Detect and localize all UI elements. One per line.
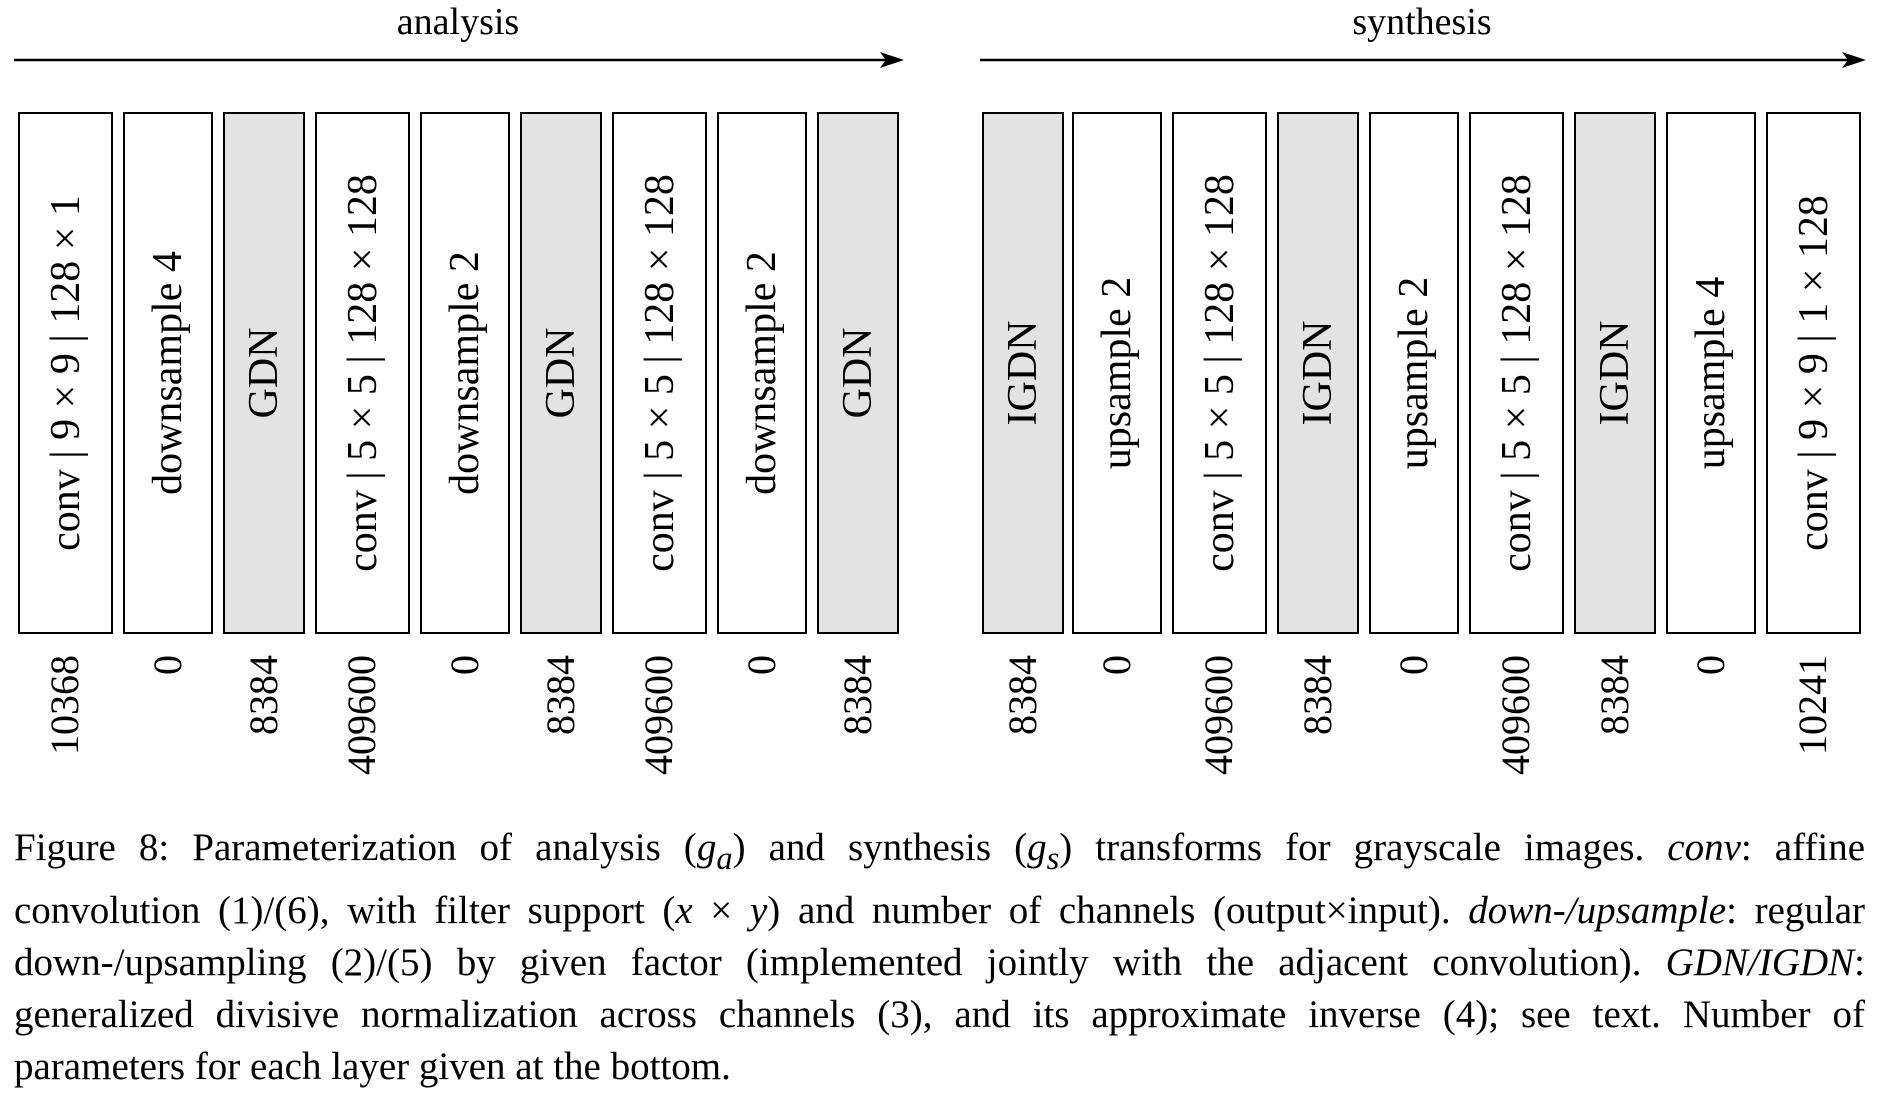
param-count: 0 — [1681, 655, 1741, 785]
param-count: 8384 — [828, 655, 888, 785]
caption-part: ) and number of channels (output×input). — [767, 888, 1451, 932]
param-count: 0 — [435, 655, 495, 785]
layer-label: IGDN — [1000, 320, 1046, 426]
synthesis-layer-box: IGDN — [1277, 112, 1359, 634]
layer-label: conv | 9 × 9 | 128 × 1 — [42, 195, 89, 551]
analysis-layer-box: GDN — [520, 112, 602, 634]
layer-label: upsample 2 — [1094, 276, 1140, 470]
param-count: 409600 — [1486, 655, 1546, 785]
param-count: 409600 — [1189, 655, 1249, 785]
param-count-text: 10368 — [42, 655, 87, 755]
param-count-text: 409600 — [636, 655, 681, 775]
layer-label: downsample 2 — [442, 251, 488, 495]
synthesis-layer-box: IGDN — [1574, 112, 1656, 634]
analysis-layer-box: GDN — [817, 112, 899, 634]
synthesis-title: synthesis — [1352, 1, 1492, 43]
param-count-text: 0 — [145, 655, 190, 675]
param-count: 8384 — [1288, 655, 1348, 785]
caption-part: : regular down-/upsampling (2)/(5) by gi… — [14, 888, 1866, 984]
param-count-text: 10241 — [1790, 655, 1835, 755]
caption-part: : generalized divisive normalization acr… — [14, 940, 1865, 1088]
param-count-text: 8384 — [835, 655, 880, 735]
param-count-text: 8384 — [1000, 655, 1045, 735]
layer-label: conv | 5 × 5 | 128 × 128 — [1493, 174, 1540, 572]
param-count: 8384 — [234, 655, 294, 785]
param-count-text: 8384 — [538, 655, 583, 735]
param-count: 0 — [1087, 655, 1147, 785]
param-count: 10368 — [35, 655, 95, 785]
caption-math-y: y — [749, 888, 768, 932]
layer-label: downsample 4 — [145, 251, 191, 495]
analysis-arrow — [14, 52, 904, 68]
param-count-text: 8384 — [1592, 655, 1637, 735]
layer-label: IGDN — [1592, 320, 1638, 426]
param-count-text: 0 — [1094, 655, 1139, 675]
layer-label: upsample 4 — [1688, 276, 1734, 470]
param-count: 409600 — [332, 655, 392, 785]
synthesis-layer-box: upsample 2 — [1369, 112, 1459, 634]
caption-part: : affine convolution (1)/(6), with filte… — [14, 826, 1866, 932]
caption-math-sub: s — [1046, 840, 1060, 877]
param-count: 8384 — [1585, 655, 1645, 785]
param-count: 8384 — [993, 655, 1053, 785]
param-count-text: 0 — [739, 655, 784, 675]
layer-label: IGDN — [1295, 320, 1341, 426]
param-count: 10241 — [1783, 655, 1843, 785]
caption-part: Figure 8: Parameterization of analysis ( — [14, 826, 697, 869]
caption-term-conv: conv — [1667, 826, 1741, 869]
analysis-layer-box: conv | 5 × 5 | 128 × 128 — [315, 112, 410, 634]
analysis-title: analysis — [396, 1, 520, 43]
layer-label: GDN — [835, 327, 881, 419]
layer-label: upsample 2 — [1391, 276, 1437, 470]
param-count: 8384 — [531, 655, 591, 785]
synthesis-arrow-head — [1842, 52, 1866, 68]
synthesis-layer-box: upsample 2 — [1072, 112, 1162, 634]
figure-caption: Figure 8: Parameterization of analysis (… — [14, 822, 1865, 1093]
synthesis-layer-box: conv | 9 × 9 | 1 × 128 — [1766, 112, 1861, 634]
layer-label: GDN — [538, 327, 584, 419]
analysis-layer-box: downsample 4 — [123, 112, 213, 634]
synthesis-layer-box: conv | 5 × 5 | 128 × 128 — [1469, 112, 1564, 634]
layer-label: conv | 5 × 5 | 128 × 128 — [1196, 174, 1243, 572]
caption-part: ) and synthesis ( — [732, 826, 1028, 869]
layer-label: downsample 2 — [739, 251, 785, 495]
synthesis-layer-box: conv | 5 × 5 | 128 × 128 — [1172, 112, 1267, 634]
param-count: 409600 — [629, 655, 689, 785]
caption-math-g: g — [1027, 826, 1047, 869]
analysis-layer-box: downsample 2 — [717, 112, 807, 634]
layer-label: conv | 5 × 5 | 128 × 128 — [339, 174, 386, 572]
param-count: 0 — [1384, 655, 1444, 785]
analysis-layer-box: conv | 9 × 9 | 128 × 1 — [18, 112, 113, 634]
layer-label: conv | 5 × 5 | 128 × 128 — [636, 174, 683, 572]
param-count-text: 8384 — [241, 655, 286, 735]
synthesis-layer-box: IGDN — [982, 112, 1064, 634]
caption-term-gdn: GDN/IGDN — [1665, 940, 1855, 984]
caption-term-updown: down-/upsample — [1468, 888, 1727, 932]
param-count-text: 409600 — [1493, 655, 1538, 775]
analysis-arrow-head — [880, 52, 904, 68]
caption-math-times: × — [692, 888, 750, 932]
synthesis-arrow — [980, 52, 1866, 68]
layer-label: conv | 9 × 9 | 1 × 128 — [1790, 195, 1837, 551]
param-count-text: 8384 — [1295, 655, 1340, 735]
caption-part: ) transforms for grayscale images. — [1059, 826, 1645, 869]
caption-math-g: g — [696, 826, 717, 869]
caption-math-x: x — [675, 888, 693, 932]
param-count: 0 — [732, 655, 792, 785]
layer-label: GDN — [241, 327, 287, 419]
param-count-text: 0 — [1688, 655, 1733, 675]
analysis-layer-box: conv | 5 × 5 | 128 × 128 — [612, 112, 707, 634]
param-count-text: 0 — [442, 655, 487, 675]
param-count-text: 409600 — [1196, 655, 1241, 775]
synthesis-layer-box: upsample 4 — [1666, 112, 1756, 634]
caption-math-sub: a — [716, 840, 733, 877]
analysis-layer-box: GDN — [223, 112, 305, 634]
param-count: 0 — [138, 655, 198, 785]
param-count-text: 0 — [1391, 655, 1436, 675]
param-count-text: 409600 — [339, 655, 384, 775]
analysis-layer-box: downsample 2 — [420, 112, 510, 634]
